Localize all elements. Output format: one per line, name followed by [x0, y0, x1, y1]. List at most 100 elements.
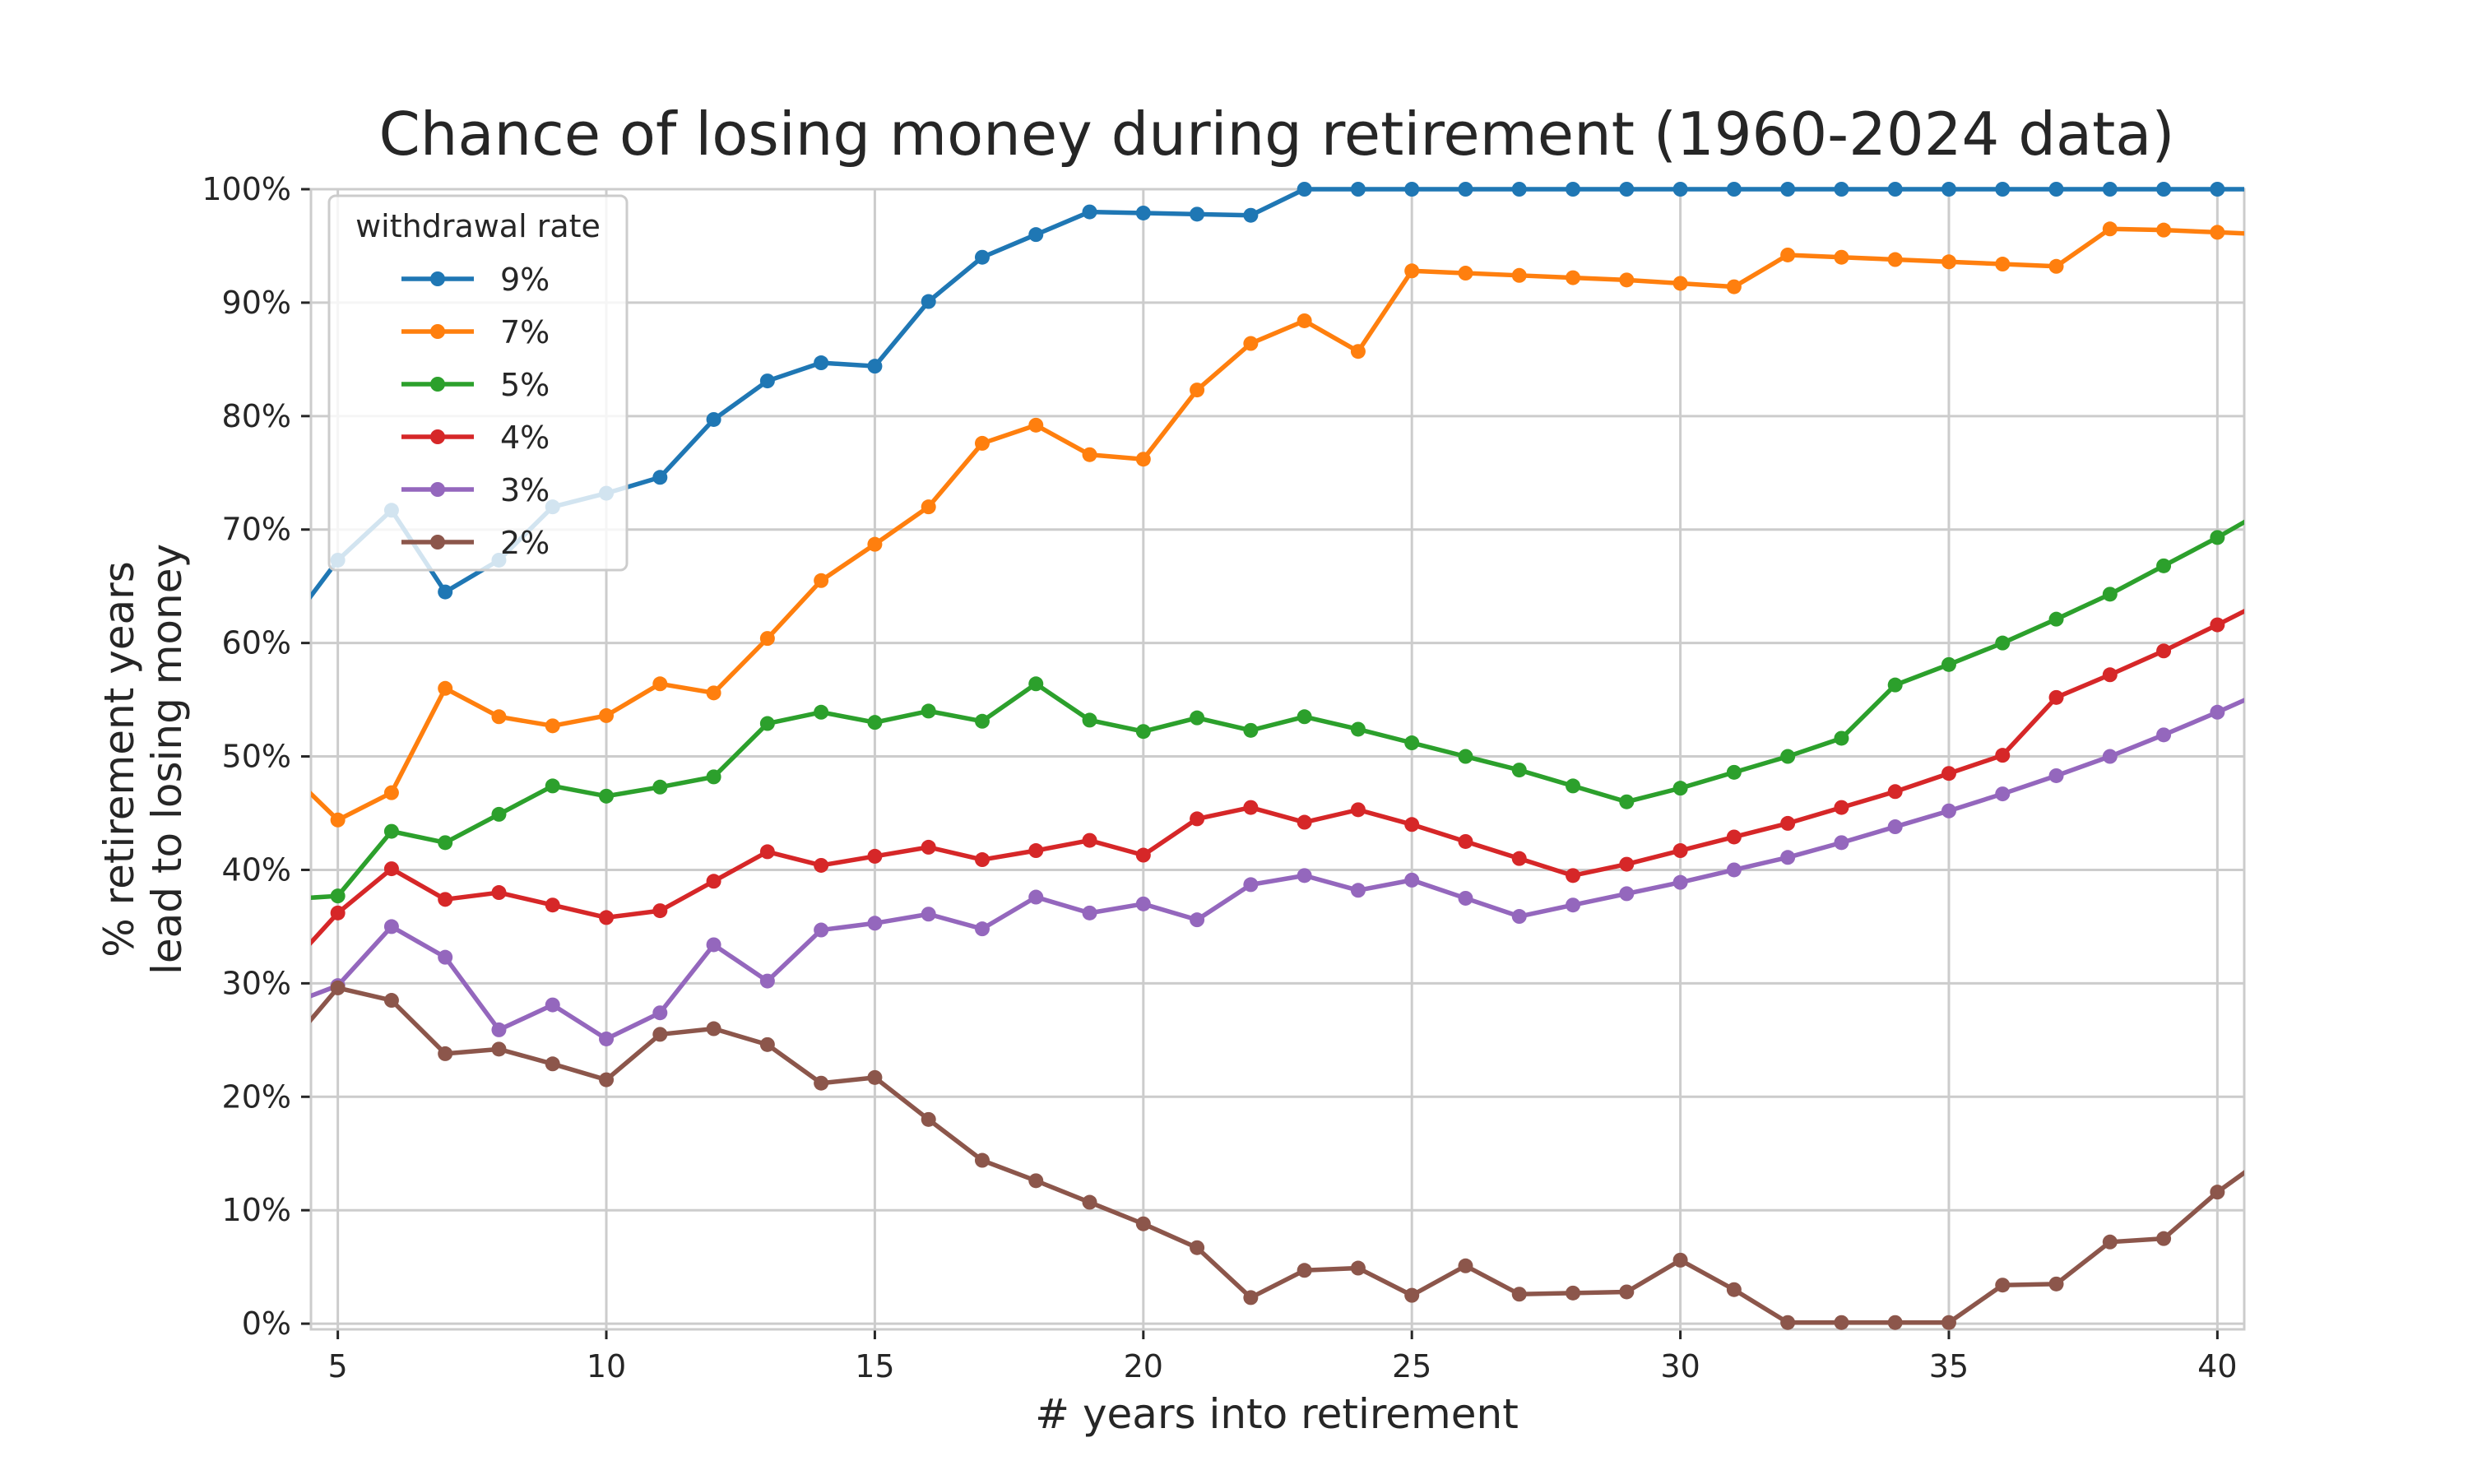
data-point — [1834, 730, 1849, 746]
data-point — [867, 536, 883, 552]
data-point — [599, 910, 615, 925]
data-point — [814, 857, 829, 873]
data-point — [330, 888, 346, 904]
legend-swatch-marker — [430, 429, 445, 444]
data-point — [1458, 749, 1473, 764]
data-point — [599, 1031, 615, 1046]
x-tick-label: 25 — [1392, 1348, 1431, 1384]
data-point — [1726, 182, 1742, 197]
data-point — [599, 1072, 615, 1087]
data-point — [1082, 832, 1097, 848]
data-point — [814, 355, 829, 371]
y-tick-label: 20% — [222, 1078, 291, 1115]
data-point — [383, 785, 399, 800]
data-point — [1243, 207, 1259, 223]
series-line — [311, 226, 2244, 823]
y-tick-label: 60% — [222, 625, 291, 661]
data-point — [867, 715, 883, 730]
data-point — [1458, 890, 1473, 906]
data-point — [706, 874, 721, 889]
data-point — [1243, 722, 1259, 738]
data-point — [1619, 272, 1635, 288]
data-point — [1297, 182, 1312, 197]
x-tick-label: 40 — [2197, 1348, 2237, 1384]
data-point — [545, 1056, 560, 1072]
data-point — [2156, 222, 2172, 238]
y-tick-label: 50% — [222, 739, 291, 775]
axes: 5 10 15 20 25 30 35 40 0% 10% 20% 30% 40% 50% 60% 70% 80… — [202, 171, 2246, 1384]
data-point — [599, 707, 615, 723]
data-point — [1672, 182, 1688, 197]
series-7% — [311, 221, 2244, 828]
legend: withdrawal rate 9% 7% 5% 4% 3% 2% — [327, 194, 629, 572]
data-point — [438, 949, 453, 965]
data-point — [1350, 182, 1366, 197]
data-point — [1082, 1194, 1097, 1210]
data-point — [599, 788, 615, 804]
x-tick-label: 15 — [855, 1348, 894, 1384]
data-point — [867, 848, 883, 864]
data-point — [1887, 677, 1903, 693]
data-point — [1780, 247, 1796, 262]
legend-box — [327, 194, 629, 572]
data-point — [1566, 778, 1581, 794]
y-tick-label: 10% — [222, 1192, 291, 1228]
legend-entry-5%: 5% — [401, 367, 550, 403]
y-tick-label: 80% — [222, 398, 291, 434]
data-point — [2102, 667, 2118, 683]
data-point — [2048, 611, 2064, 627]
data-point — [491, 1041, 507, 1057]
data-point — [1404, 872, 1420, 888]
data-point — [1672, 1252, 1688, 1268]
data-point — [759, 844, 775, 860]
legend-label: 5% — [500, 367, 550, 403]
data-point — [921, 499, 936, 515]
data-point — [759, 631, 775, 647]
y-tick-label: 90% — [222, 285, 291, 321]
legend-swatch-marker — [430, 535, 445, 550]
legend-label: 9% — [500, 262, 550, 298]
data-point — [438, 584, 453, 600]
data-point — [330, 812, 346, 828]
data-point — [1619, 886, 1635, 902]
data-point — [2102, 587, 2118, 602]
plot-frame — [309, 188, 2246, 1331]
data-point — [1082, 905, 1097, 921]
data-point — [706, 769, 721, 785]
chart-title: Chance of losing money during retirement… — [378, 100, 2174, 169]
data-point — [759, 1036, 775, 1052]
data-point — [652, 1005, 668, 1021]
data-point — [1135, 724, 1151, 740]
data-point — [1995, 257, 2011, 272]
data-point — [2210, 225, 2225, 240]
series-3% — [311, 698, 2244, 1046]
data-point — [1887, 784, 1903, 800]
data-point — [1404, 1287, 1420, 1303]
data-point — [1887, 252, 1903, 267]
data-point — [706, 937, 721, 953]
data-point — [1941, 803, 1956, 819]
legend-swatch-marker — [430, 271, 445, 286]
data-point — [1404, 735, 1420, 751]
data-point — [1834, 182, 1849, 197]
data-point — [974, 435, 990, 451]
legend-label: 3% — [500, 472, 550, 508]
x-tick-label: 30 — [1660, 1348, 1700, 1384]
data-point — [383, 861, 399, 877]
data-point — [921, 1111, 936, 1127]
data-point — [1941, 1315, 1956, 1330]
data-point — [1941, 656, 1956, 672]
legend-entry-7%: 7% — [401, 314, 550, 350]
data-point — [1726, 279, 1742, 294]
data-point — [652, 676, 668, 692]
data-point — [706, 685, 721, 701]
data-point — [1028, 1173, 1044, 1189]
legend-label: 2% — [500, 525, 550, 561]
data-point — [652, 470, 668, 485]
data-point — [2048, 258, 2064, 274]
data-point — [2210, 530, 2225, 545]
data-point — [814, 573, 829, 588]
data-point — [1941, 182, 1956, 197]
